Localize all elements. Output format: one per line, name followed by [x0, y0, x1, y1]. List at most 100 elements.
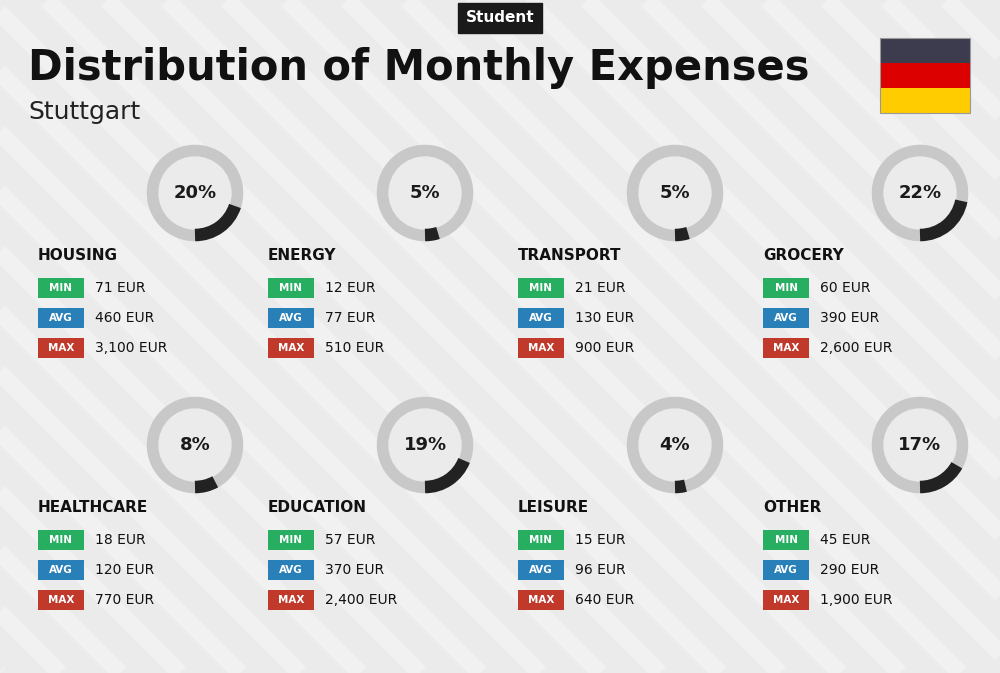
Text: 8%: 8%: [180, 436, 210, 454]
Circle shape: [389, 157, 461, 229]
Text: GROCERY: GROCERY: [763, 248, 844, 264]
Text: 77 EUR: 77 EUR: [325, 311, 375, 325]
FancyBboxPatch shape: [763, 530, 809, 550]
Text: 510 EUR: 510 EUR: [325, 341, 384, 355]
FancyBboxPatch shape: [763, 560, 809, 580]
Text: 20%: 20%: [173, 184, 217, 202]
Text: 12 EUR: 12 EUR: [325, 281, 376, 295]
Text: MAX: MAX: [48, 343, 74, 353]
Text: ENERGY: ENERGY: [268, 248, 336, 264]
FancyBboxPatch shape: [518, 278, 564, 298]
Circle shape: [884, 409, 956, 481]
FancyBboxPatch shape: [763, 590, 809, 610]
Text: 900 EUR: 900 EUR: [575, 341, 634, 355]
Text: 71 EUR: 71 EUR: [95, 281, 146, 295]
Text: MAX: MAX: [528, 343, 554, 353]
Text: 96 EUR: 96 EUR: [575, 563, 626, 577]
Text: AVG: AVG: [774, 313, 798, 323]
FancyBboxPatch shape: [38, 338, 84, 358]
FancyBboxPatch shape: [268, 560, 314, 580]
Circle shape: [159, 409, 231, 481]
Text: MIN: MIN: [774, 283, 798, 293]
Text: MAX: MAX: [278, 343, 304, 353]
Circle shape: [639, 409, 711, 481]
FancyBboxPatch shape: [518, 590, 564, 610]
Text: AVG: AVG: [529, 565, 553, 575]
Text: EDUCATION: EDUCATION: [268, 501, 367, 516]
Text: Distribution of Monthly Expenses: Distribution of Monthly Expenses: [28, 47, 810, 89]
FancyBboxPatch shape: [880, 38, 970, 63]
Text: 2,400 EUR: 2,400 EUR: [325, 593, 397, 607]
Text: 45 EUR: 45 EUR: [820, 533, 870, 547]
FancyBboxPatch shape: [518, 338, 564, 358]
Text: AVG: AVG: [279, 313, 303, 323]
Text: Stuttgart: Stuttgart: [28, 100, 140, 124]
Text: OTHER: OTHER: [763, 501, 821, 516]
Text: 390 EUR: 390 EUR: [820, 311, 879, 325]
Text: MAX: MAX: [773, 343, 799, 353]
Text: 370 EUR: 370 EUR: [325, 563, 384, 577]
FancyBboxPatch shape: [38, 278, 84, 298]
Text: 57 EUR: 57 EUR: [325, 533, 375, 547]
Text: MIN: MIN: [280, 535, 302, 545]
FancyBboxPatch shape: [763, 278, 809, 298]
Text: AVG: AVG: [774, 565, 798, 575]
Text: 5%: 5%: [660, 184, 690, 202]
Text: 17%: 17%: [898, 436, 942, 454]
Text: LEISURE: LEISURE: [518, 501, 589, 516]
Text: AVG: AVG: [279, 565, 303, 575]
FancyBboxPatch shape: [38, 560, 84, 580]
Text: 21 EUR: 21 EUR: [575, 281, 626, 295]
Text: 290 EUR: 290 EUR: [820, 563, 879, 577]
Text: MIN: MIN: [50, 283, 72, 293]
FancyBboxPatch shape: [518, 530, 564, 550]
Text: 460 EUR: 460 EUR: [95, 311, 154, 325]
Text: 18 EUR: 18 EUR: [95, 533, 146, 547]
FancyBboxPatch shape: [880, 63, 970, 88]
Text: MAX: MAX: [528, 595, 554, 605]
Text: MIN: MIN: [280, 283, 302, 293]
FancyBboxPatch shape: [763, 308, 809, 328]
Text: 22%: 22%: [898, 184, 942, 202]
FancyBboxPatch shape: [38, 590, 84, 610]
Text: 4%: 4%: [660, 436, 690, 454]
Text: 19%: 19%: [403, 436, 447, 454]
Text: HEALTHCARE: HEALTHCARE: [38, 501, 148, 516]
Text: 15 EUR: 15 EUR: [575, 533, 626, 547]
Text: TRANSPORT: TRANSPORT: [518, 248, 622, 264]
FancyBboxPatch shape: [763, 338, 809, 358]
Text: MIN: MIN: [530, 535, 552, 545]
Text: 130 EUR: 130 EUR: [575, 311, 634, 325]
Text: MAX: MAX: [48, 595, 74, 605]
Circle shape: [884, 157, 956, 229]
Text: 640 EUR: 640 EUR: [575, 593, 634, 607]
FancyBboxPatch shape: [268, 338, 314, 358]
Text: 60 EUR: 60 EUR: [820, 281, 870, 295]
Circle shape: [159, 157, 231, 229]
FancyBboxPatch shape: [38, 308, 84, 328]
Text: MAX: MAX: [278, 595, 304, 605]
Text: 120 EUR: 120 EUR: [95, 563, 154, 577]
FancyBboxPatch shape: [38, 530, 84, 550]
FancyBboxPatch shape: [268, 530, 314, 550]
FancyBboxPatch shape: [880, 88, 970, 113]
Text: 770 EUR: 770 EUR: [95, 593, 154, 607]
Circle shape: [639, 157, 711, 229]
FancyBboxPatch shape: [268, 590, 314, 610]
Circle shape: [389, 409, 461, 481]
Text: MAX: MAX: [773, 595, 799, 605]
FancyBboxPatch shape: [518, 560, 564, 580]
Text: MIN: MIN: [50, 535, 72, 545]
FancyBboxPatch shape: [518, 308, 564, 328]
Text: 5%: 5%: [410, 184, 440, 202]
Text: Student: Student: [466, 11, 534, 26]
Text: AVG: AVG: [49, 565, 73, 575]
Text: AVG: AVG: [529, 313, 553, 323]
Text: AVG: AVG: [49, 313, 73, 323]
Text: MIN: MIN: [530, 283, 552, 293]
Text: 3,100 EUR: 3,100 EUR: [95, 341, 167, 355]
Text: 2,600 EUR: 2,600 EUR: [820, 341, 892, 355]
Text: 1,900 EUR: 1,900 EUR: [820, 593, 893, 607]
Text: HOUSING: HOUSING: [38, 248, 118, 264]
FancyBboxPatch shape: [268, 278, 314, 298]
